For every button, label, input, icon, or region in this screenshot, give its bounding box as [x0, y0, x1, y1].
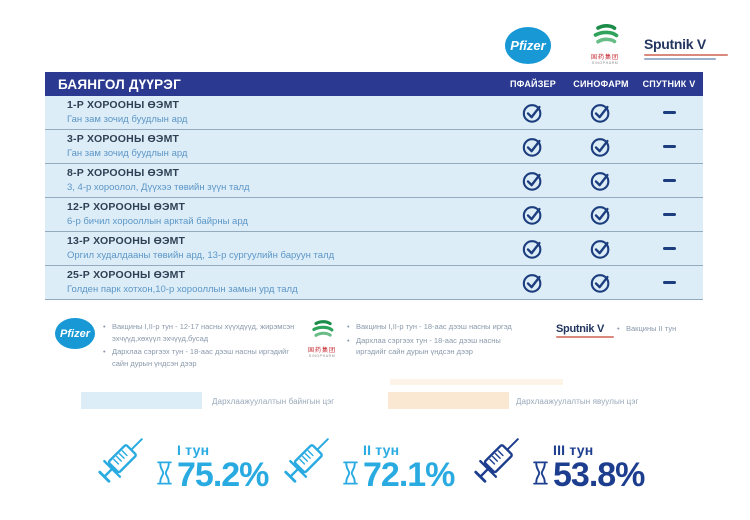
dose-label: II тун [363, 441, 400, 458]
table-row: 13-Р ХОРООНЫ ӨЭМТ Оргил худалдааны төвий… [45, 232, 703, 266]
clinic-name: 12-Р ХОРООНЫ ӨЭМТ [67, 201, 186, 213]
dose-percent: 72.1% [363, 455, 455, 494]
dose3-stat: III тун 53.8% [466, 427, 645, 494]
clinic-name: 3-Р ХОРООНЫ ӨЭМТ [67, 133, 180, 145]
clinic-name: 13-Р ХОРООНЫ ӨЭМТ [67, 235, 186, 247]
dash-icon [662, 111, 676, 114]
dash-icon [662, 145, 676, 148]
note-item: Вакцины I,II-р тун - 18-аас дээш насны и… [347, 321, 533, 333]
clinic-table: 1-Р ХОРООНЫ ӨЭМТ Ган зам зочид буудлын а… [45, 96, 703, 300]
table-header: БАЯНГОЛ ДҮҮРЭГ ПФАЙЗЕР СИНОФАРМ СПУТНИК … [45, 72, 703, 96]
syringe-icon [466, 427, 530, 491]
table-row: 1-Р ХОРООНЫ ӨЭМТ Ган зам зочид буудлын а… [45, 96, 703, 130]
dash-icon [662, 281, 676, 284]
pfizer-logo: Pfizer [505, 27, 551, 64]
sputnik-logo: Sputnik V [644, 36, 728, 60]
sputnik-note-logo: Sputnik V [556, 323, 614, 338]
hourglass-icon [532, 458, 549, 488]
legend-permanent-swatch [81, 392, 202, 409]
legend-mobile-swatch [388, 392, 509, 409]
check-circle-icon [590, 239, 610, 259]
hourglass-icon [342, 458, 359, 488]
note-item: Вакцины I,II-р тун - 12-17 насны хүүхдүү… [103, 321, 299, 344]
check-circle-icon [522, 239, 542, 259]
check-circle-icon [522, 103, 542, 123]
dash-icon [662, 213, 676, 216]
pfizer-note-logo: Pfizer [55, 318, 95, 349]
table-row: 12-Р ХОРООНЫ ӨЭМТ 6-р бичил хорооллын ар… [45, 198, 703, 232]
syringe-icon [90, 427, 154, 491]
clinic-location: Ган зам зочид буудлын ард [67, 114, 188, 125]
column-pfizer: ПФАЙЗЕР [510, 79, 556, 89]
dose-percent: 75.2% [177, 455, 269, 494]
legend-mobile-label: Дархлаажуулалтын явуулын цэг [516, 397, 639, 406]
legend-mobile-sliver [390, 379, 563, 385]
dash-icon [662, 179, 676, 182]
note-item: Дархлаа сэргээх тун - 18-аас дээш насны … [347, 335, 533, 358]
clinic-location: 6-р бичил хорооллын арктай байрны ард [67, 216, 248, 227]
clinic-location: Оргил худалдааны төвийн ард, 13-р сургуу… [67, 250, 335, 261]
hourglass-icon [156, 458, 173, 488]
check-circle-icon [522, 137, 542, 157]
dose2-stat: II тун 72.1% [276, 427, 455, 494]
dose-percent: 53.8% [553, 455, 645, 494]
check-circle-icon [590, 171, 610, 191]
clinic-location: Голден парк хотхон,10-р хорооллын замын … [67, 284, 298, 295]
sinopharm-notes: Вакцины I,II-р тун - 18-аас дээш насны и… [347, 321, 533, 360]
note-item: Вакцины II тун [617, 323, 735, 335]
clinic-location: Ган зам зочид буудлын ард [67, 148, 188, 159]
sinopharm-logo: 国药集团 SINOPHARM [585, 24, 625, 65]
sinopharm-cn-text: 国药集团 [590, 55, 619, 61]
sinopharm-note-logo: 国药集团 SINOPHARM [307, 320, 337, 358]
check-circle-icon [590, 205, 610, 225]
pfizer-logo-text: Pfizer [510, 38, 546, 53]
clinic-name: 1-Р ХОРООНЫ ӨЭМТ [67, 99, 180, 111]
dose-label: III тун [553, 441, 594, 458]
dose-label: I тун [177, 441, 210, 458]
pfizer-notes: Вакцины I,II-р тун - 12-17 насны хүүхдүү… [103, 321, 299, 372]
clinic-name: 8-Р ХОРООНЫ ӨЭМТ [67, 167, 180, 179]
sputnik-tagline-bar [644, 54, 728, 56]
syringe-icon [276, 427, 340, 491]
sputnik-tagline-bar [556, 336, 614, 338]
check-circle-icon [590, 137, 610, 157]
check-circle-icon [522, 273, 542, 293]
table-row: 8-Р ХОРООНЫ ӨЭМТ 3, 4-р хороолол, Дүүхээ… [45, 164, 703, 198]
sputnik-notes: Вакцины II тун [617, 323, 735, 337]
district-title: БАЯНГОЛ ДҮҮРЭГ [58, 76, 181, 92]
sinopharm-leaf-icon [310, 320, 334, 344]
check-circle-icon [590, 103, 610, 123]
note-item: Дархлаа сэргээх тун - 18-аас дээш насны … [103, 346, 299, 369]
clinic-name: 25-Р ХОРООНЫ ӨЭМТ [67, 269, 186, 281]
sinopharm-en-text: SINOPHARM [591, 61, 619, 65]
check-circle-icon [590, 273, 610, 293]
sputnik-tagline-bar2 [644, 58, 716, 60]
clinic-location: 3, 4-р хороолол, Дүүхээ төвийн зүүн талд [67, 182, 250, 193]
column-sputnik: СПУТНИК V [642, 79, 696, 89]
check-circle-icon [522, 171, 542, 191]
column-sinopharm: СИНОФАРМ [573, 79, 629, 89]
table-row: 25-Р ХОРООНЫ ӨЭМТ Голден парк хотхон,10-… [45, 266, 703, 300]
legend-permanent-label: Дархлаажуулалтын байнгын цэг [212, 397, 335, 406]
table-row: 3-Р ХОРООНЫ ӨЭМТ Ган зам зочид буудлын а… [45, 130, 703, 164]
sinopharm-leaf-icon [590, 24, 620, 51]
dose1-stat: I тун 75.2% [90, 427, 269, 494]
sputnik-logo-text: Sputnik V [644, 36, 706, 52]
dash-icon [662, 247, 676, 250]
check-circle-icon [522, 205, 542, 225]
